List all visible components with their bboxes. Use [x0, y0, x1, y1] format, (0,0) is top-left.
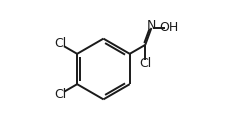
Text: Cl: Cl — [54, 37, 67, 50]
Text: OH: OH — [159, 22, 178, 34]
Text: Cl: Cl — [54, 88, 67, 101]
Text: N: N — [147, 19, 156, 32]
Text: Cl: Cl — [139, 57, 151, 70]
